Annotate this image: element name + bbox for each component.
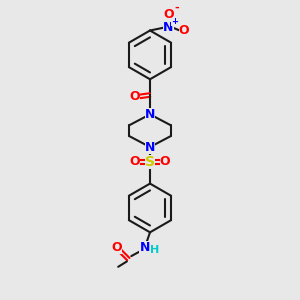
Text: -: - <box>174 3 179 13</box>
Text: H: H <box>149 245 159 255</box>
Text: O: O <box>163 8 174 21</box>
Text: N: N <box>145 140 155 154</box>
Text: O: O <box>178 24 189 37</box>
Text: N: N <box>140 241 150 254</box>
Text: S: S <box>145 155 155 169</box>
Text: O: O <box>112 241 122 254</box>
Text: N: N <box>145 108 155 121</box>
Text: O: O <box>129 90 140 103</box>
Text: N: N <box>163 21 174 34</box>
Text: O: O <box>130 155 140 168</box>
Text: O: O <box>160 155 170 168</box>
Text: +: + <box>172 16 178 26</box>
